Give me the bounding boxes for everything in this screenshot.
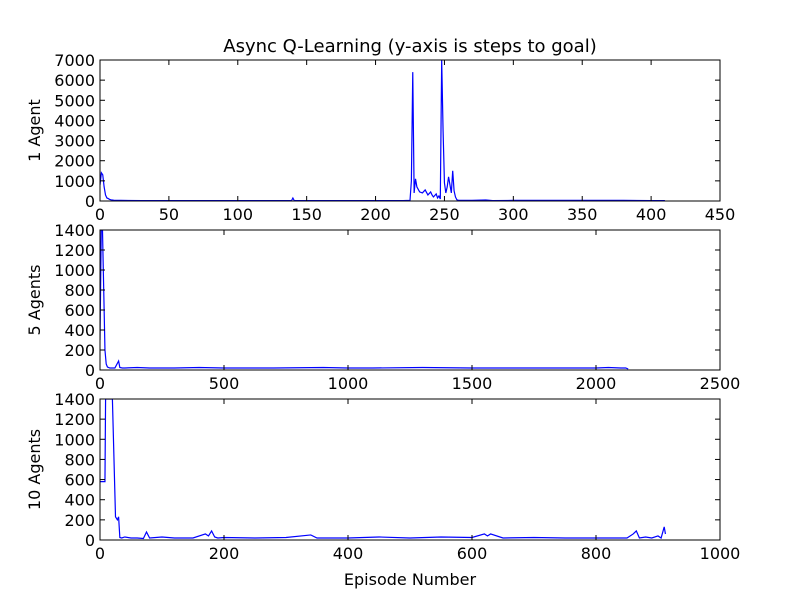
x-tick-label: 1000 [328, 374, 369, 393]
y-tick-label: 4000 [54, 111, 95, 130]
y-tick-label: 200 [64, 341, 95, 360]
y-tick-label: 600 [64, 471, 95, 490]
y-axis-label-3: 10 Agents [25, 429, 44, 510]
y-tick-label: 1400 [54, 221, 95, 240]
chart-title: Async Q-Learning (y-axis is steps to goa… [223, 36, 596, 57]
y-tick-label: 1000 [54, 430, 95, 449]
y-axis-label-1: 1 Agent [25, 99, 44, 162]
series-line-2 [100, 230, 629, 370]
y-tick-label: 1200 [54, 410, 95, 429]
y-tick-label: 800 [64, 450, 95, 469]
y-tick-label: 400 [64, 321, 95, 340]
plot-frame-1 [99, 59, 721, 202]
subplot-1: 0 50 100 150 200 250 300 350 400 450 0100020003000… [25, 51, 735, 224]
series-line-3 [100, 399, 667, 540]
y-tick-label: 2000 [54, 152, 95, 171]
plot-frame-2 [99, 229, 721, 371]
y-tick-label: 7000 [54, 51, 95, 70]
x-tick-label: 400 [636, 205, 667, 224]
x-tick-label: 0 [95, 374, 105, 393]
x-tick-label: 2000 [576, 374, 617, 393]
y-tick-label: 0 [85, 192, 95, 211]
y-tick-label: 5000 [54, 91, 95, 110]
y-tick-label: 600 [64, 301, 95, 320]
subplot-3: 0 200 400 600 800 100002004006008001000120014… [25, 390, 740, 563]
x-tick-label: 50 [159, 205, 179, 224]
y-tick-label: 0 [85, 361, 95, 380]
y-tick-label: 1400 [54, 390, 95, 409]
y-tick-label: 200 [64, 511, 95, 530]
y-axis-label-2: 5 Agents [25, 265, 44, 336]
y-tick-label: 1000 [54, 261, 95, 280]
y-tick-label: 1000 [54, 172, 95, 191]
x-tick-label: 0 [95, 544, 105, 563]
series-line-1 [100, 60, 665, 201]
y-tick-label: 6000 [54, 71, 95, 90]
x-tick-label: 200 [360, 205, 391, 224]
plot-frame-3 [99, 398, 721, 541]
x-tick-label: 300 [498, 205, 529, 224]
y-tick-label: 3000 [54, 132, 95, 151]
x-tick-label: 150 [291, 205, 322, 224]
x-tick-label: 250 [429, 205, 460, 224]
x-tick-label: 450 [705, 205, 736, 224]
y-tick-label: 0 [85, 531, 95, 550]
x-tick-label: 400 [333, 544, 364, 563]
y-tick-label: 1200 [54, 241, 95, 260]
x-tick-label: 350 [567, 205, 598, 224]
x-tick-label: 200 [209, 544, 240, 563]
x-tick-label: 0 [95, 205, 105, 224]
x-tick-label: 1500 [452, 374, 493, 393]
y-tick-label: 400 [64, 491, 95, 510]
x-tick-label: 800 [581, 544, 612, 563]
x-tick-label: 2500 [700, 374, 741, 393]
x-axis-label: Episode Number [344, 570, 477, 589]
subplot-2: 0 500 1000 1500 2000 250002004006008001000120… [25, 221, 740, 393]
x-tick-label: 600 [457, 544, 488, 563]
x-tick-label: 500 [209, 374, 240, 393]
x-tick-label: 100 [223, 205, 254, 224]
x-tick-label: 1000 [700, 544, 741, 563]
y-tick-label: 800 [64, 281, 95, 300]
